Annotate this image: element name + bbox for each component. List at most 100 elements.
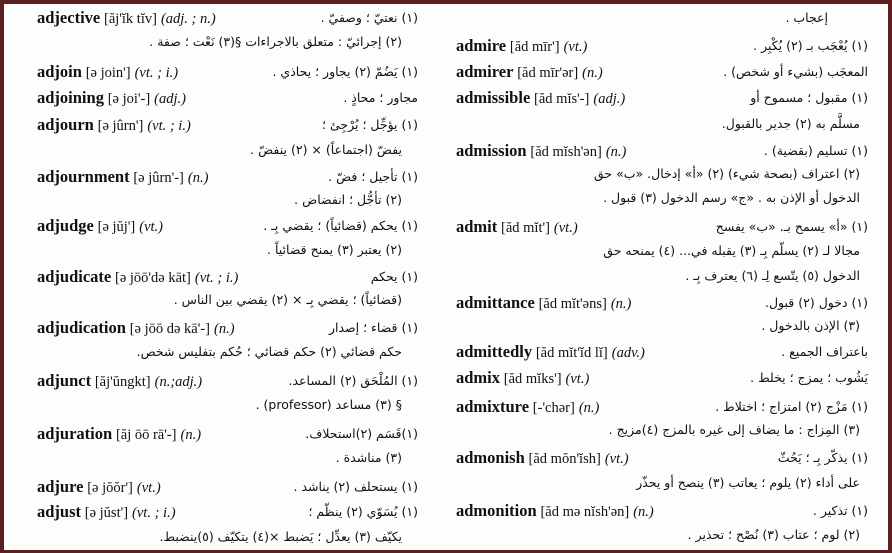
entry-english: adjourn [ə jûrn'] (vt. ; i.) <box>37 113 191 138</box>
headword: adjure <box>37 477 84 496</box>
part-of-speech: (vt.) <box>563 39 588 55</box>
part-of-speech: (n.;adj.) <box>154 374 203 390</box>
arabic-definition: (١) دخول (٢) قبول. <box>765 295 868 310</box>
entry-english: adjudicate [ə jōō'də kāt] (vt. ; i.) <box>37 265 238 290</box>
arabic-definition: (١) نعتيّ ؛ وصفيّ . <box>320 10 418 25</box>
headword: adjuration <box>37 424 113 443</box>
entry-english: admire [ăd mīr'] (vt.) <box>456 34 587 59</box>
pronunciation: [ăd mĭt'] <box>501 220 550 236</box>
part-of-speech: (n.) <box>214 321 235 337</box>
right-column: إعجاب . admire [ăd mīr'] (vt.) (١) يُعْجَب… <box>446 4 888 550</box>
entry-continuation: § (٣) مساعد (professor) . <box>4 393 446 417</box>
part-of-speech: (adj.) <box>593 91 626 107</box>
arabic-definition: (١) تذكير . <box>812 503 868 518</box>
carryover-text: إعجاب . <box>785 10 828 25</box>
entry-headline: adjuration [ăj ōō rā'-] (n.) (١)قَسَم (٢)ا… <box>4 422 446 446</box>
carryover-line: إعجاب . <box>446 6 888 30</box>
arabic-definition: (١) «أ» يسمح بـ. «ب» يفسح <box>715 219 868 234</box>
entry-headline: admix [ăd mĭks'] (vt.) يَشُوب ؛ يمزج ؛ يخل… <box>446 366 888 390</box>
arabic-definition-continued: يفضّ (اجتماعاً) × (٢) ينفضّ . <box>250 142 402 157</box>
arabic-definition: (١) يحكم <box>370 269 418 284</box>
entry-headline: adjourn [ə jûrn'] (vt. ; i.) (١) يؤجِّل ؛ … <box>4 113 446 137</box>
entry-english: admonition [ăd mə nĭsh'ən] (n.) <box>456 499 654 524</box>
part-of-speech: (n.) <box>582 65 603 81</box>
entry-continuation: (٢) إجرائيّ : متعلق بالاجراءات §(٣) نَعْ… <box>4 30 446 54</box>
part-of-speech: (n.) <box>578 400 600 416</box>
pronunciation: [ăd mĭsh'ən] <box>530 144 602 160</box>
arabic-definition: المعجَب (بشيء أو شخص) . <box>723 64 868 79</box>
entry-english: admit [ăd mĭt'] (vt.) <box>456 215 578 240</box>
entry-headline: admit [ăd mĭt'] (vt.) (١) «أ» يسمح بـ. «ب»… <box>446 215 888 239</box>
entry-headline: admittance [ăd mĭt'əns] (n.) (١) دخول (٢) … <box>446 291 888 315</box>
headword: admix <box>456 368 501 387</box>
arabic-definition: (١) يؤجِّل ؛ يُرْجِئ ؛ <box>322 117 418 132</box>
arabic-definition: (١) تسليم (بقضية) . <box>763 143 868 158</box>
part-of-speech: (vt. ; i.) <box>194 270 239 286</box>
entry-continuation: الدخول أو الإذن به . «ج» رسم الدخول (٣) … <box>446 186 888 210</box>
pronunciation: [ə jûrn'-] <box>133 170 184 186</box>
arabic-definition: (١) يُعْجَب بـ (٢) يُكْبِر . <box>753 38 868 53</box>
arabic-definition-continued: (٣) المِزاج : ما يضاف إلى غيره بالمزج (٤… <box>608 422 860 437</box>
headword: adjective <box>37 8 101 27</box>
arabic-definition-continued: (٢) اعتراف (بصحة شيء) (٢) «أ» إدخال. «ب»… <box>593 166 860 181</box>
entry-headline: adjoin [ə join'] (vt. ; i.) (١) يَضُمّ (٢)… <box>4 60 446 84</box>
headword: adjourn <box>37 115 94 134</box>
headword: adjunct <box>37 371 92 390</box>
entry-continuation: يفضّ (اجتماعاً) × (٢) ينفضّ . <box>4 138 446 162</box>
entry-continuation: مجالا لـ (٢) يسلّم بِـ (٣) يقبله في... (… <box>446 239 888 263</box>
pronunciation: [ăd mŏn'ĭsh] <box>528 451 601 467</box>
part-of-speech: (vt.) <box>553 220 578 236</box>
entry-english: admission [ăd mĭsh'ən] (n.) <box>456 139 626 164</box>
entry-continuation: (٢) اعتراف (بصحة شيء) (٢) «أ» إدخال. «ب»… <box>446 162 888 186</box>
entry-headline: adjective [ăj'ĭk tĭv] (adj. ; n.) (١) نعتي… <box>4 6 446 30</box>
headword: admonition <box>456 501 537 520</box>
entry-english: admittedly [ăd mĭt'ĭd lĭ] (adv.) <box>456 340 645 365</box>
entry-headline: admire [ăd mīr'] (vt.) (١) يُعْجَب بـ (٢) … <box>446 34 888 58</box>
pronunciation: [-'chər] <box>532 400 575 416</box>
pronunciation: [ăj'ĭk tĭv] <box>103 11 157 27</box>
part-of-speech: (vt. ; i.) <box>147 118 191 134</box>
headword: admittedly <box>456 342 533 361</box>
arabic-definition-continued: الدخول (٥) يتّسع لِـ (٦) يعترف بِـ . <box>685 268 860 283</box>
arabic-definition: (١) يذكّر بِـ ؛ يَحُثّ <box>777 450 868 465</box>
pronunciation: [ăd mīr'] <box>509 39 560 55</box>
entry-headline: adjust [ə jŭst'] (vt. ; i.) (١) يُسَوّي (٢… <box>4 500 446 524</box>
part-of-speech: (n.) <box>633 504 654 520</box>
arabic-definition: يَشُوب ؛ يمزج ؛ يخلط . <box>750 370 868 385</box>
pronunciation: [ăj'ŭngkt] <box>94 374 151 390</box>
arabic-definition-continued: (٣) مناشدة . <box>335 450 402 465</box>
arabic-definition: (١)قَسَم (٢)استحلاف. <box>305 426 418 441</box>
part-of-speech: (n.) <box>605 144 627 160</box>
part-of-speech: (vt.) <box>139 219 163 235</box>
arabic-definition: باعتراف الجميع . <box>781 344 868 359</box>
headword: admission <box>456 141 527 160</box>
pronunciation: [ăj ōō rā'-] <box>115 427 177 443</box>
entry-english: admonish [ăd mŏn'ĭsh] (vt.) <box>456 446 629 471</box>
arabic-definition-continued: مجالا لـ (٢) يسلّم بِـ (٣) يقبله في... (… <box>603 243 860 258</box>
pronunciation: [ăd mĭs'-] <box>534 91 590 107</box>
headword: admonish <box>456 448 525 467</box>
entry-continuation: حكم قضائي (٢) حكم قضائي ؛ حُكم بتفليس شخ… <box>4 340 446 364</box>
entry-continuation: (٣) الإذن بالدخول . <box>446 314 888 338</box>
arabic-definition-continued: (٢) لوم ؛ عتاب (٣) نُصْح ؛ تحذير . <box>687 527 860 542</box>
part-of-speech: (n.) <box>180 427 202 443</box>
arabic-definition-continued: § (٣) مساعد (professor) . <box>255 397 402 412</box>
entry-english: adjoin [ə join'] (vt. ; i.) <box>37 60 178 85</box>
entry-english: adjective [ăj'ĭk tĭv] (adj. ; n.) <box>37 6 216 31</box>
entry-headline: admonish [ăd mŏn'ĭsh] (vt.) (١) يذكّر بِـ … <box>446 446 888 470</box>
entry-continuation: (٢) لوم ؛ عتاب (٣) نُصْح ؛ تحذير . <box>446 523 888 547</box>
pronunciation: [ăd mĭt'ĭd lĭ] <box>535 345 608 361</box>
pronunciation: [ə joi'-] <box>107 91 151 107</box>
entry-headline: adjudge [ə jŭj'] (vt.) (١) يحكم (قضائياً) … <box>4 214 446 238</box>
headword: adjudicate <box>37 267 112 286</box>
pronunciation: [ə jŭst'] <box>84 505 129 521</box>
headword: adjudge <box>37 216 94 235</box>
entry-continuation: مسلَّم به (٢) جدير بالقبول. <box>446 112 888 136</box>
entry-headline: adjunct [ăj'ŭngkt] (n.;adj.) (١) المُلْحَق… <box>4 369 446 393</box>
entry-headline: admirer [ăd mīr'ər] (n.) المعجَب (بشيء أو … <box>446 60 888 84</box>
arabic-definition-continued: (٢) يعتبر (٣) يمنح قضائياً . <box>267 242 402 257</box>
headword: adjournment <box>37 167 130 186</box>
arabic-definition: (١) مَزْج (٢) امتزاج ؛ اختلاط . <box>715 399 868 414</box>
pronunciation: [ăd mĭt'əns] <box>538 296 607 312</box>
part-of-speech: (n.) <box>610 296 632 312</box>
